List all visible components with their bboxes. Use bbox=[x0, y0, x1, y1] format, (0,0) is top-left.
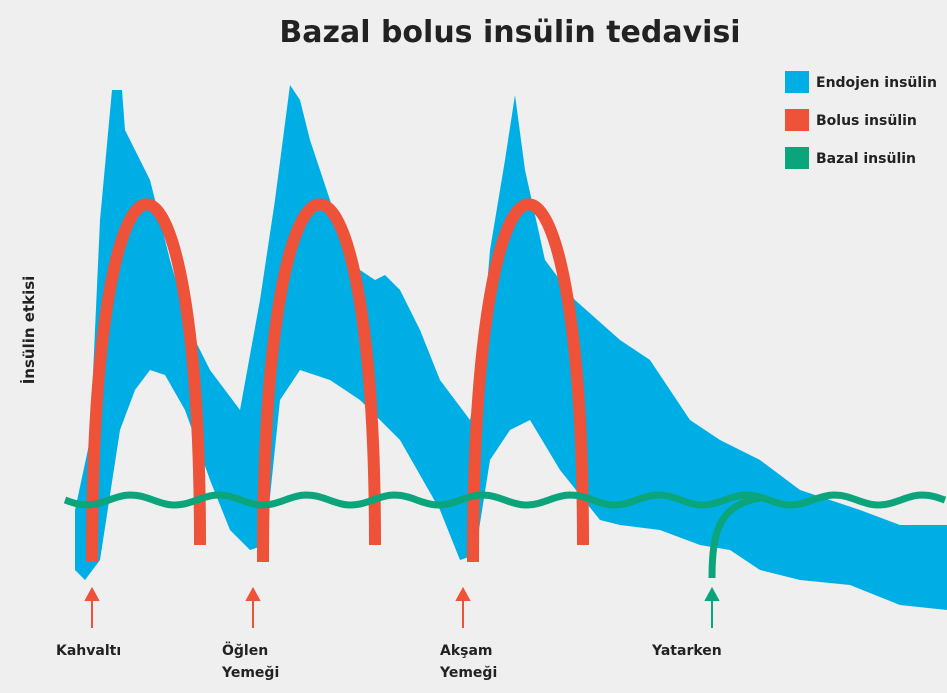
title: Bazal bolus insülin tedavisi bbox=[279, 15, 740, 50]
bolus-curve bbox=[467, 198, 589, 563]
legend-label: Endojen insülin bbox=[816, 75, 937, 91]
basal-curve bbox=[63, 491, 947, 509]
legend-swatch bbox=[785, 71, 809, 93]
endogenous-insulin-band bbox=[75, 85, 947, 610]
arrow bbox=[245, 586, 261, 628]
event-label: Yatarken bbox=[651, 643, 722, 659]
bolus-curve bbox=[257, 198, 381, 563]
arrow bbox=[704, 586, 720, 628]
legend-swatch bbox=[785, 109, 809, 131]
bolus-curves bbox=[86, 198, 589, 563]
bolus-curve bbox=[86, 198, 206, 563]
event-label: Kahvaltı bbox=[56, 643, 121, 659]
event-label: Öğlen bbox=[222, 641, 268, 659]
legend-swatch bbox=[785, 147, 809, 169]
arrows bbox=[84, 586, 720, 628]
y-axis-label: İnsülin etkisi bbox=[19, 276, 38, 385]
arrow bbox=[455, 586, 471, 628]
event-label: Akşam bbox=[440, 643, 493, 659]
basal-onset bbox=[708, 494, 761, 579]
arrow bbox=[84, 586, 100, 628]
event-label: Yemeği bbox=[221, 665, 279, 681]
legend-label: Bolus insülin bbox=[816, 113, 917, 129]
event-label: Yemeği bbox=[439, 665, 497, 681]
legend-label: Bazal insülin bbox=[816, 151, 916, 167]
